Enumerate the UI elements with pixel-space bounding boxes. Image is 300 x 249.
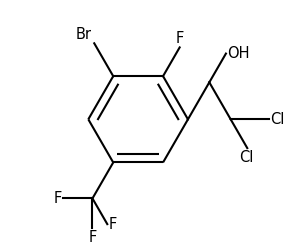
Text: Cl: Cl (270, 112, 284, 127)
Text: OH: OH (227, 46, 250, 61)
Text: F: F (176, 31, 184, 46)
Text: F: F (88, 231, 97, 246)
Text: Br: Br (76, 27, 92, 42)
Text: Cl: Cl (239, 150, 253, 166)
Text: F: F (53, 191, 62, 206)
Text: F: F (109, 217, 117, 232)
